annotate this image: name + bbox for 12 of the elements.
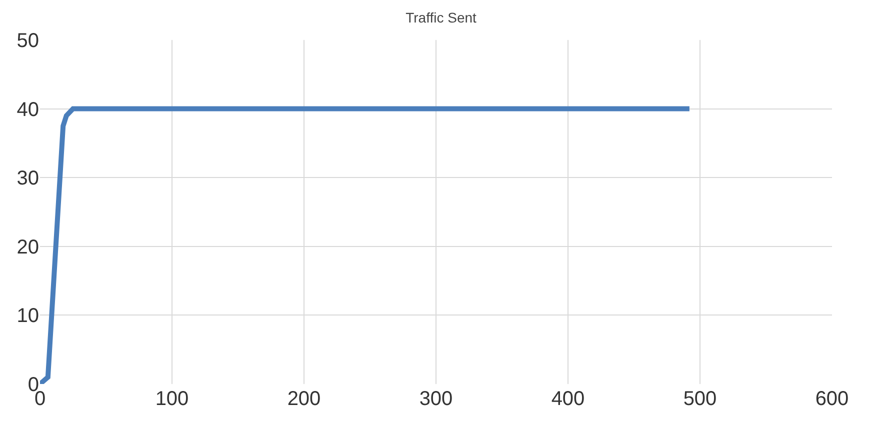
y-tick-label: 50 [16,30,39,52]
x-tick-label: 300 [419,388,453,410]
x-tick-label: 500 [683,388,717,410]
y-tick-label: 20 [16,236,39,258]
x-tick-label: 200 [287,388,321,410]
y-tick-label: 30 [16,168,39,190]
x-tick-label: 100 [155,388,189,410]
y-tick-label: 10 [16,305,39,328]
y-tick-label: 40 [16,98,39,121]
x-tick-label: 600 [815,388,849,410]
chart-title: Traffic Sent [406,10,477,26]
x-tick-label: 400 [551,388,585,410]
